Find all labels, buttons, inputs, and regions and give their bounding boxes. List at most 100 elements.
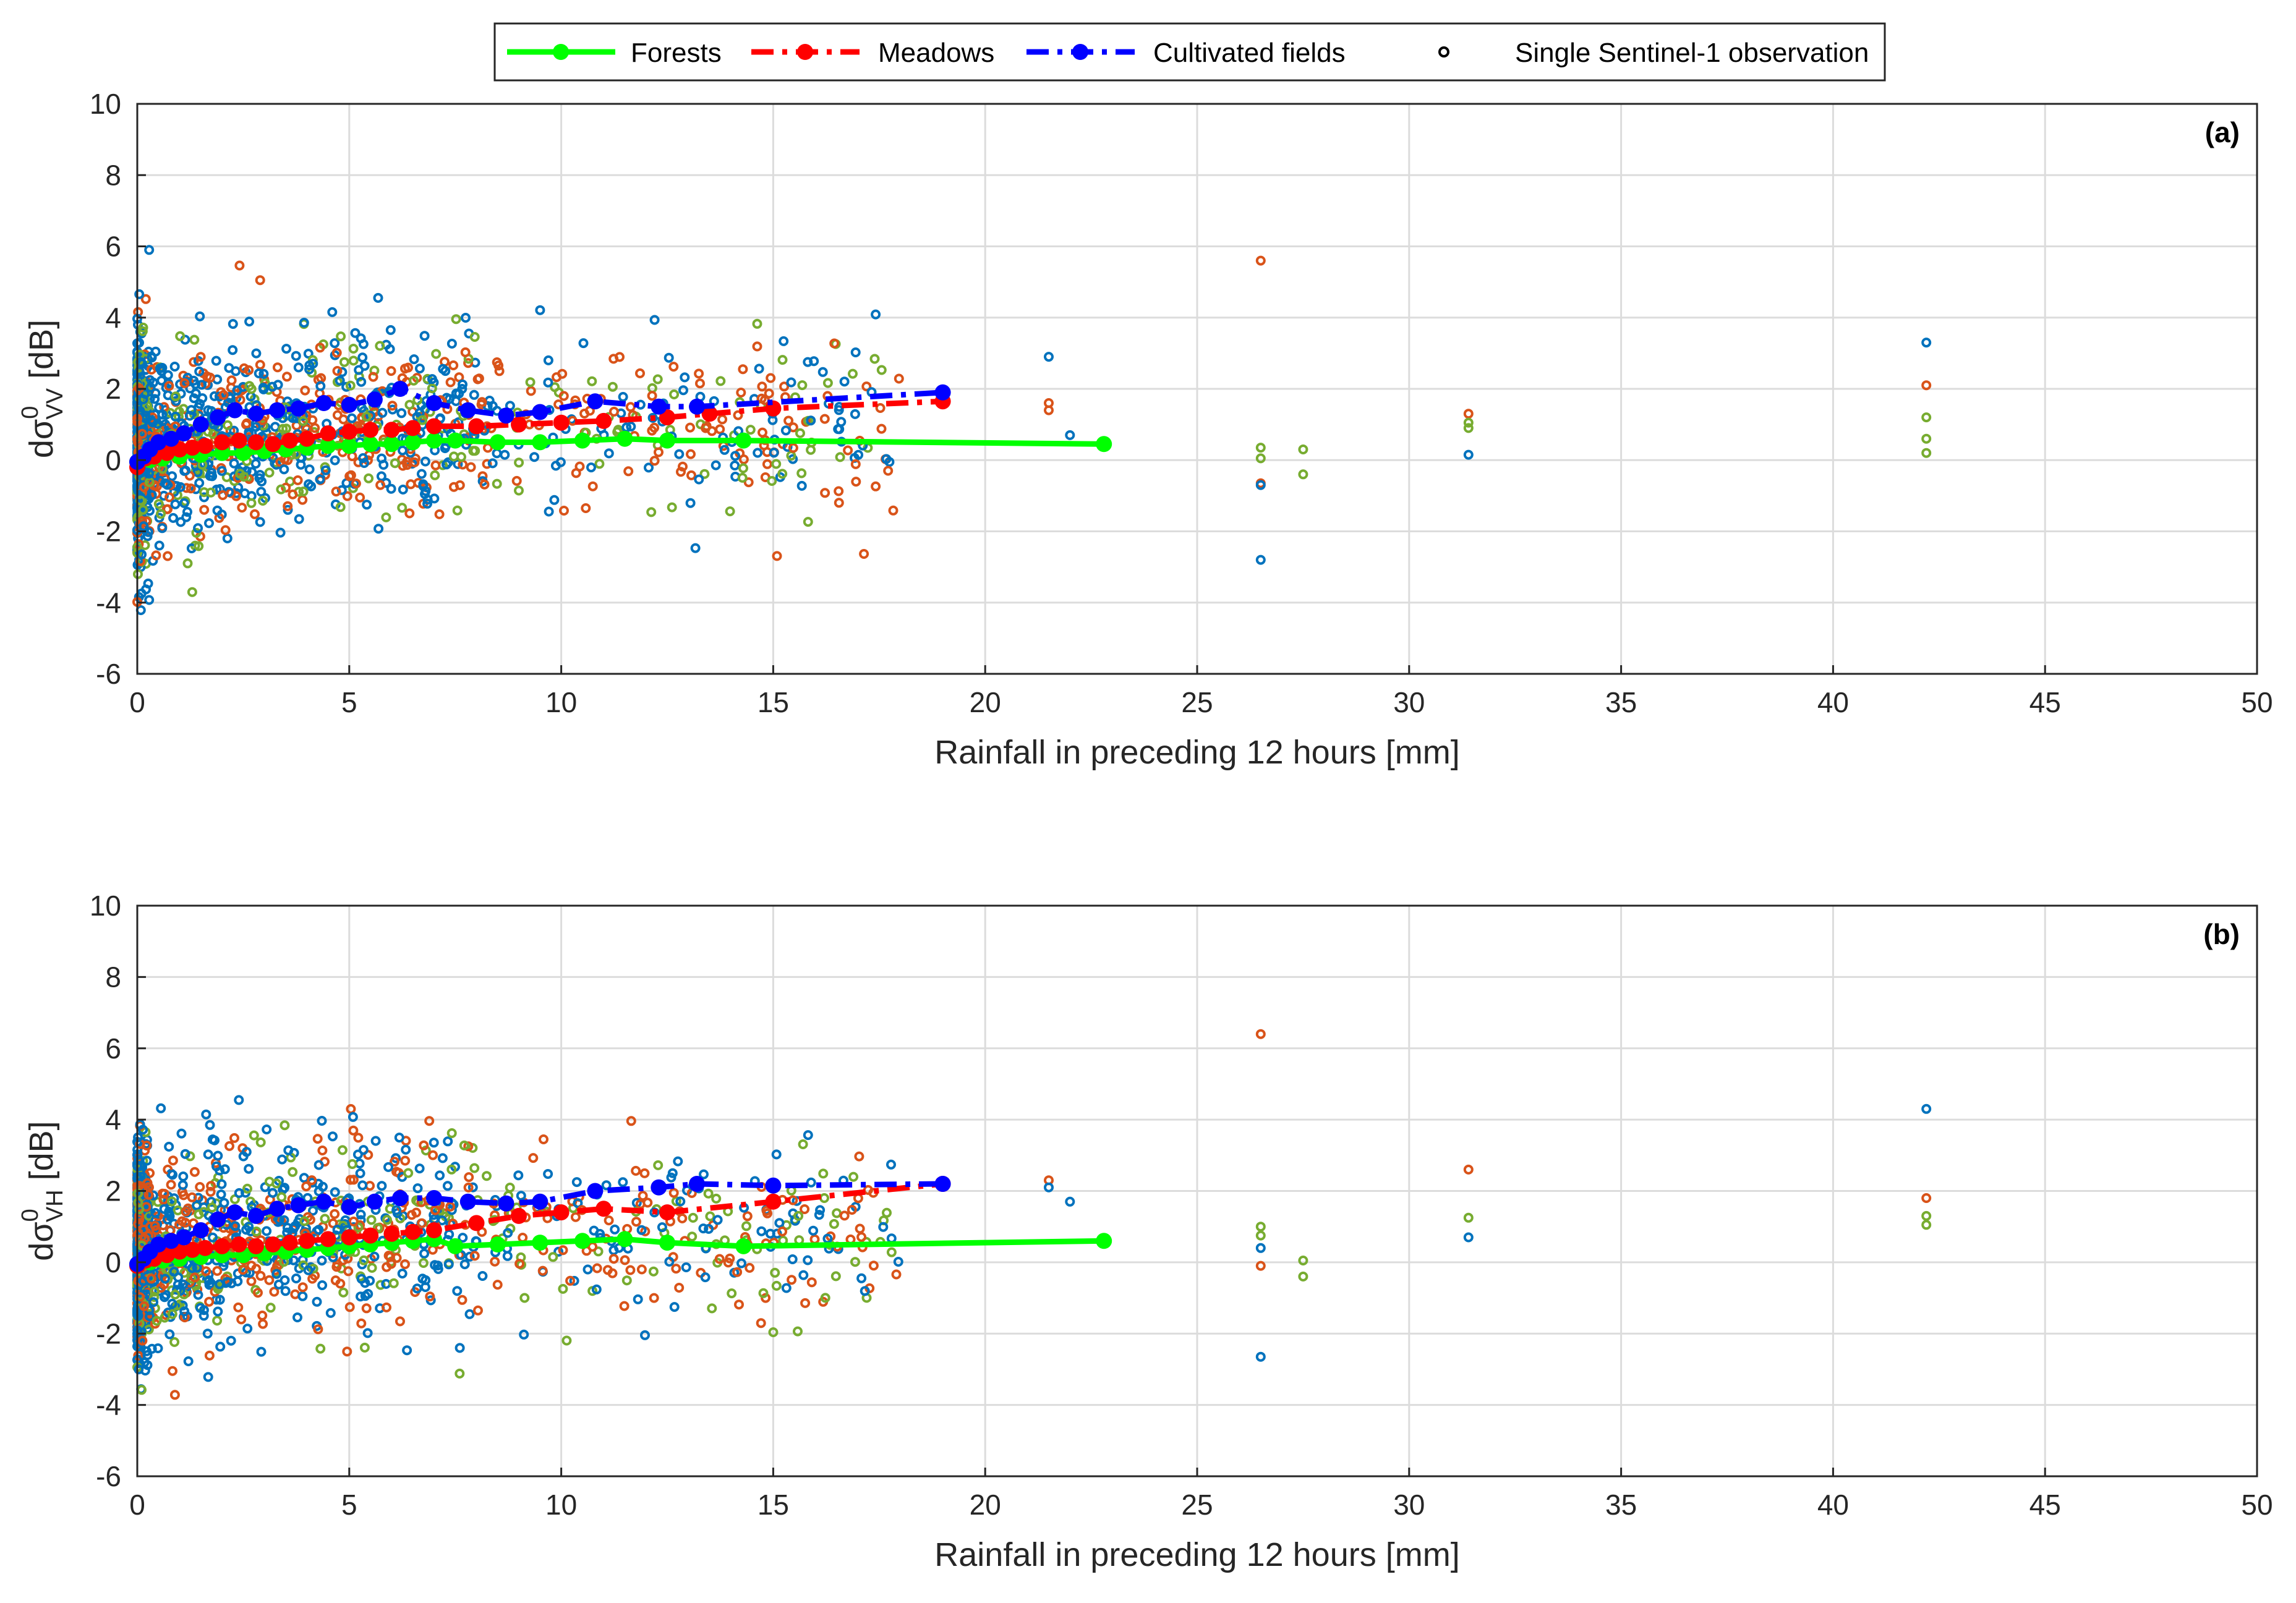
panel-a-xtick-label: 10 xyxy=(545,686,577,718)
panel-b-meadows-marker xyxy=(468,1215,485,1231)
panel-b-label: (b) xyxy=(2203,918,2240,950)
panel-a-observation-point xyxy=(797,380,808,391)
panel-b-xtick-label: 35 xyxy=(1605,1489,1637,1521)
panel-a-observation-point xyxy=(1463,417,1474,428)
panel-a-observation-point xyxy=(514,485,524,496)
panel-a-observation-point xyxy=(283,504,293,515)
panel-a-observation-point xyxy=(463,358,474,368)
panel-b-xtick-label: 30 xyxy=(1393,1489,1425,1521)
panel-a-observation-point xyxy=(817,367,828,377)
panel-b-observation-point xyxy=(570,1212,581,1222)
panel-b-observation-point xyxy=(395,1316,405,1327)
panel-a-observation-point xyxy=(1255,555,1266,565)
panel-a-observation-point xyxy=(438,364,448,374)
panel-b-observation-point xyxy=(636,1264,647,1275)
panel-a-observation-point xyxy=(477,397,487,407)
panel-a-cultivated-marker xyxy=(587,393,604,410)
panel-a-observation-point xyxy=(378,459,389,470)
panel-a-observation-point xyxy=(246,498,257,508)
panel-b-observation-point xyxy=(307,1273,318,1284)
panel-b-xlabel: Rainfall in preceding 12 hours [mm] xyxy=(934,1536,1459,1573)
panel-b-observation-point xyxy=(245,1226,256,1236)
panel-a-observation-point xyxy=(477,471,488,482)
panel-b-meadows-marker xyxy=(197,1239,213,1256)
panel-b-cultivated-marker xyxy=(150,1236,167,1252)
panel-a-forests-marker xyxy=(404,434,421,451)
panel-a-observation-point xyxy=(753,448,763,458)
panel-b-cultivated-marker xyxy=(192,1222,209,1238)
panel-b-observation-point xyxy=(681,1262,691,1272)
panel-a-cultivated-marker xyxy=(210,409,226,426)
panel-b-observation-point xyxy=(725,1253,735,1264)
panel-b-ytick-label: -6 xyxy=(96,1460,121,1492)
panel-b-observation-point xyxy=(298,1260,309,1270)
panel-b-observation-point xyxy=(803,1130,813,1141)
panel-b-observation-point xyxy=(401,1144,411,1155)
panel-a-observation-point xyxy=(850,409,860,419)
panel-a-observation-point xyxy=(364,473,374,483)
panel-b-xtick-label: 50 xyxy=(2241,1489,2273,1521)
panel-a-forests-marker xyxy=(574,432,591,449)
panel-b-observation-point xyxy=(268,1188,278,1198)
panel-b-observation-point xyxy=(253,1288,263,1298)
panel-b-observation-point xyxy=(548,1252,558,1262)
panel-a-observation-point xyxy=(193,523,203,534)
panel-a-meadows-marker xyxy=(468,418,485,435)
panel-b-forests-marker xyxy=(659,1235,675,1251)
panel-a-observation-point xyxy=(181,512,192,522)
panel-a-forests-marker xyxy=(341,438,357,454)
panel-a-observation-point xyxy=(676,467,686,477)
panel-b-forests-marker xyxy=(574,1233,591,1249)
panel-b-forests-marker xyxy=(447,1238,464,1254)
panel-b-observation-point xyxy=(469,1163,480,1173)
panel-a-observation-point xyxy=(451,388,461,399)
panel-a-observation-point xyxy=(779,381,790,392)
panel-b-observation-point xyxy=(205,1186,216,1197)
panel-a-observation-point xyxy=(250,422,261,432)
panel-b-observation-point xyxy=(308,1205,318,1216)
panel-b-meadows-marker xyxy=(659,1204,675,1221)
panel-b-observation-point xyxy=(860,1286,870,1296)
panel-b-observation-point xyxy=(355,1168,365,1178)
panel-a-observation-point xyxy=(258,383,268,393)
panel-b-observation-point xyxy=(167,1298,177,1309)
panel-b-observation-point xyxy=(727,1288,737,1299)
panel-b-observation-point xyxy=(328,1218,338,1228)
panel-b-observation-point xyxy=(363,1289,373,1299)
panel-a-observation-point xyxy=(581,503,591,513)
panel-a-observation-point xyxy=(272,362,283,373)
panel-b-observation-point xyxy=(147,1343,157,1354)
panel-b-cultivated-marker xyxy=(934,1176,951,1192)
panel-b-observation-point xyxy=(418,1258,429,1268)
panel-b-observation-point xyxy=(847,1205,857,1215)
panel-a-observation-point xyxy=(492,478,502,489)
panel-a-observation-point xyxy=(356,333,366,344)
panel-a-observation-point xyxy=(766,373,776,383)
panel-a-xtick-label: 40 xyxy=(1817,686,1849,718)
panel-b-observation-point xyxy=(653,1160,664,1170)
panel-b-observation-point xyxy=(383,1162,393,1172)
panel-b-observation-point xyxy=(388,1278,399,1288)
panel-b-observation-point xyxy=(640,1330,650,1340)
panel-b-meadows-marker xyxy=(171,1243,188,1260)
panel-b-observation-point xyxy=(505,1183,515,1193)
panel-b-observation-point xyxy=(233,1276,243,1286)
panel-a-observation-point xyxy=(138,394,148,404)
panel-b-observation-point xyxy=(237,1265,248,1275)
panel-b-observation-point xyxy=(463,1182,474,1193)
panel-b-observation-point xyxy=(445,1201,456,1212)
panel-b-observation-point xyxy=(215,1295,225,1305)
panel-a-observation-point xyxy=(254,368,264,378)
panel-a-observation-point xyxy=(647,425,657,436)
panel-b-observation-point xyxy=(565,1275,576,1286)
panel-b-observation-point xyxy=(625,1265,636,1275)
panel-a-observation-point xyxy=(1921,448,1932,458)
panel-b-observation-point xyxy=(337,1145,348,1155)
panel-b-observation-point xyxy=(335,1278,346,1289)
panel-b-observation-point xyxy=(700,1272,711,1283)
panel-b-observation-point xyxy=(854,1151,864,1162)
panel-b-observation-point xyxy=(830,1271,841,1282)
panel-a-observation-point xyxy=(279,464,289,475)
panel-a-meadows-marker xyxy=(299,430,315,447)
panel-b-observation-point xyxy=(135,1292,145,1303)
